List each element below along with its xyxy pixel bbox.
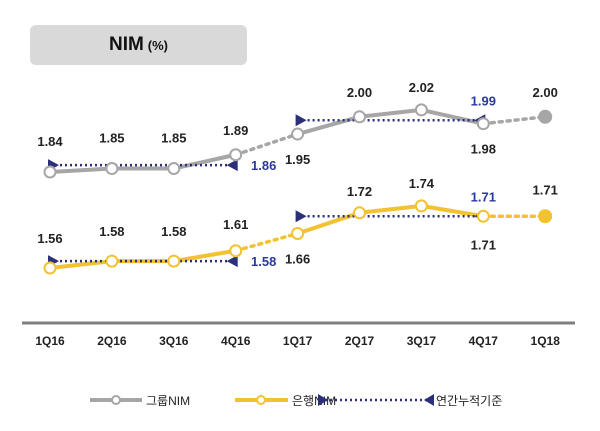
series-segment <box>173 152 237 171</box>
data-point <box>414 103 428 117</box>
data-label: 1.72 <box>347 184 372 199</box>
annual-end-marker <box>226 255 238 268</box>
data-label: 1.61 <box>223 217 248 232</box>
annual-value-label: 1.99 <box>471 93 496 108</box>
data-label: 2.00 <box>533 85 558 100</box>
data-label: 1.71 <box>533 182 558 197</box>
annual-value-label: 1.86 <box>251 158 276 173</box>
data-point <box>538 209 553 224</box>
legend-marker-group <box>111 395 121 405</box>
x-tick-label: 1Q16 <box>35 334 65 348</box>
data-point <box>229 148 243 162</box>
data-point <box>291 227 305 240</box>
data-label: 1.66 <box>285 252 310 267</box>
x-tick-label: 4Q17 <box>469 334 499 348</box>
data-label: 1.56 <box>37 231 62 246</box>
chart-title: NIM <box>108 34 144 55</box>
series-segment <box>481 115 547 126</box>
data-point <box>353 206 366 220</box>
legend-marker-annual-start <box>318 394 328 406</box>
data-point <box>476 117 490 131</box>
series-segment <box>359 107 422 119</box>
data-point <box>538 109 553 124</box>
x-tick-label: 1Q17 <box>283 334 313 348</box>
data-point <box>167 162 181 176</box>
series-segment <box>420 107 484 126</box>
data-label: 1.85 <box>161 131 186 146</box>
legend-label-group: 그룹NIM <box>146 394 190 408</box>
data-label: 1.58 <box>99 224 124 239</box>
x-tick-label: 2Q16 <box>97 334 127 348</box>
series-segment <box>233 231 300 253</box>
data-point <box>353 110 366 124</box>
annual-end-marker <box>226 159 238 172</box>
data-label: 1.95 <box>285 152 310 167</box>
data-point <box>167 254 181 268</box>
x-tick-label: 3Q17 <box>407 334 437 348</box>
annual-value-label: 1.58 <box>251 254 276 269</box>
data-point <box>43 165 57 179</box>
data-label: 2.02 <box>409 80 434 95</box>
series-segment <box>233 132 300 157</box>
data-point <box>105 162 119 176</box>
x-tick-label: 4Q16 <box>221 334 251 348</box>
data-point <box>291 127 305 141</box>
x-tick-label: 2Q17 <box>345 334 375 348</box>
series-segment <box>173 248 237 264</box>
series-segment <box>421 203 484 219</box>
data-label: 1.84 <box>37 134 63 149</box>
data-point <box>43 261 57 275</box>
data-point <box>414 199 428 213</box>
chart-title-box: NIM (%) <box>30 25 247 65</box>
x-tick-label: 3Q16 <box>159 334 189 348</box>
data-label: 1.71 <box>471 237 496 252</box>
chart-title-unit: (%) <box>147 37 169 53</box>
data-point <box>476 209 490 223</box>
data-point <box>105 254 119 268</box>
data-label: 1.58 <box>161 224 186 239</box>
series-segment <box>359 203 422 215</box>
annual-value-label: 1.71 <box>471 189 496 204</box>
data-label: 1.85 <box>99 131 124 146</box>
legend-marker-bank <box>256 395 266 405</box>
data-label: 1.74 <box>409 176 435 191</box>
data-label: 1.89 <box>223 123 248 138</box>
annual-start-marker <box>295 210 307 223</box>
annual-start-marker <box>295 114 307 127</box>
data-label: 1.98 <box>471 142 496 157</box>
legend-label-annual: 연간누적기준 <box>436 394 502 408</box>
x-tick-label: 1Q18 <box>531 334 561 348</box>
legend-label-bank: 은행NIM <box>292 393 336 408</box>
legend-marker-annual-end <box>424 394 434 406</box>
data-label: 2.00 <box>347 85 372 100</box>
data-point <box>229 244 243 258</box>
series-segment <box>49 166 113 174</box>
